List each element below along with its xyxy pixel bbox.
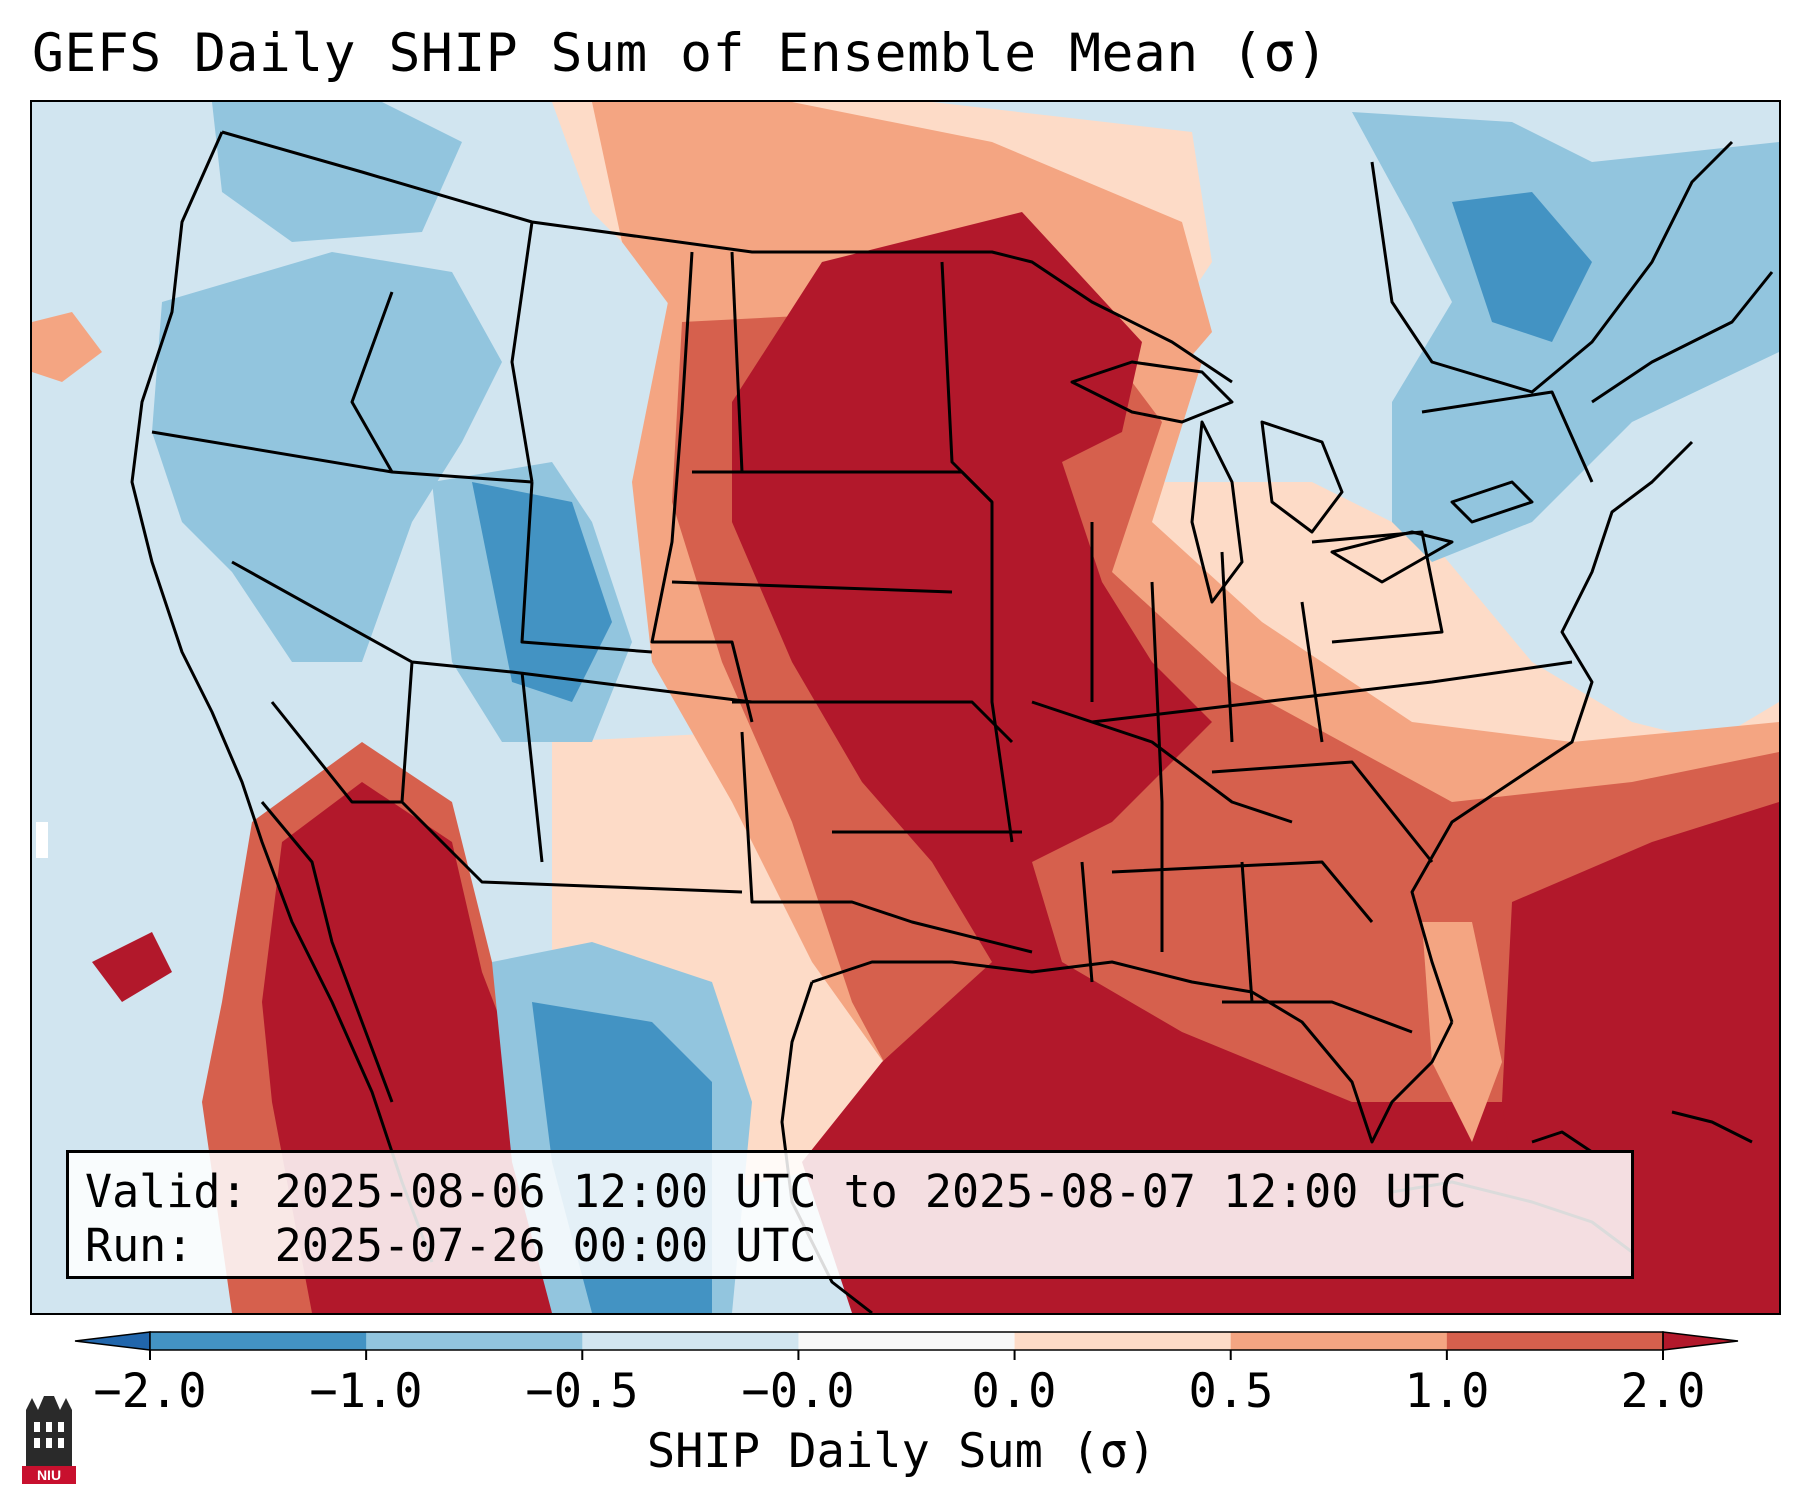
state-line [1150,581,1164,952]
anomaly-region [732,212,1632,1313]
anomaly-region [1452,192,1592,342]
logo-window [58,1422,64,1432]
canada-coastline [1370,140,1734,394]
colorbar-tick-label: −1.0 [309,1364,423,1419]
logo-tower-top [26,1396,72,1410]
great-lakes [1070,360,1234,424]
colorbar-tick-label: 1.0 [1404,1364,1490,1419]
colorbar-bin [1446,1332,1664,1350]
baja-coastline [260,801,394,1103]
great-lakes [1260,420,1344,534]
colorbar-bin [150,1332,367,1350]
colorbar-tick-label: −0.0 [741,1364,855,1419]
state-line [510,221,534,483]
state-line [231,560,753,704]
pacific-coastline [130,131,434,1263]
valid-label: Valid: [85,1165,248,1218]
anomaly-region [212,102,462,242]
great-lakes [1190,420,1244,604]
colorbar-extend-high [1662,1331,1739,1351]
state-line [520,481,653,654]
colorbar-tick-label: −0.5 [525,1364,639,1419]
colorbar-tick-label: 0.0 [971,1364,1057,1419]
colorbar-bin [1230,1332,1448,1350]
run-info-box: Valid: 2025-08-06 12:00 UTC to 2025-08-0… [66,1150,1634,1279]
colorbar-bin [366,1332,583,1350]
state-line [1240,861,1254,1003]
colorbar [74,1331,1739,1360]
logo-window [46,1438,52,1448]
page-title: GEFS Daily SHIP Sum of Ensemble Mean (σ) [32,23,1329,84]
missing-data-speck [36,822,48,858]
colorbar-bin [798,1332,1016,1350]
colorbar-label: SHIP Daily Sum (σ) [646,1424,1157,1479]
anomaly-region [32,312,102,382]
state-line [1091,660,1573,724]
map-panel [30,100,1781,1315]
anomaly-region [92,932,172,1002]
state-line [732,700,1014,744]
ship-anomaly-map [32,102,1779,1313]
state-line [650,251,754,723]
niu-logo: NIU [22,1396,76,1484]
state-line [1080,861,1094,983]
state-line [1111,860,1374,923]
state-line [1311,530,1444,644]
state-line [730,251,744,473]
colorbar-tick-label: −2.0 [93,1364,207,1419]
great-lakes [1450,480,1534,524]
state-line [1220,551,1234,743]
state-line [1211,760,1434,863]
state-line [520,671,544,863]
logo-window [46,1422,52,1432]
colorbar-bin [582,1332,799,1350]
state-line [270,661,414,804]
colorbar-bin [1014,1332,1232,1350]
colorbar-tick-label: 2.0 [1620,1364,1706,1419]
political-boundaries [130,130,1774,1313]
state-line [740,731,1033,954]
state-line [400,800,743,894]
valid-range: 2025-08-06 12:00 UTC to 2025-08-07 12:00… [274,1165,1467,1218]
atlantic-coastline [1410,440,1694,1023]
run-time: 2025-07-26 00:00 UTC [274,1219,817,1272]
us-canada-border [221,130,1233,384]
caribbean-islands [1531,1130,1593,1154]
canada-coastline [1591,271,1774,404]
run-label: Run: [85,1219,194,1272]
logo-window [58,1438,64,1448]
anomaly-region [1422,922,1502,1142]
state-line [1300,601,1324,743]
state-line [350,291,394,473]
logo-banner [22,1466,76,1484]
logo-window [34,1438,40,1448]
great-lakes [1330,530,1454,584]
logo-text: NIU [37,1467,61,1483]
colorbar-tick-label: 0.5 [1188,1364,1274,1419]
colorbar-extend-low [74,1331,151,1351]
state-line [1421,390,1594,483]
colorbar-outline [149,1331,1664,1351]
logo-window [34,1422,40,1432]
anomaly-region [152,252,502,662]
state-line [940,261,1014,843]
state-line [1222,1000,1413,1034]
caribbean-islands [1671,1110,1753,1144]
state-line [671,580,953,594]
